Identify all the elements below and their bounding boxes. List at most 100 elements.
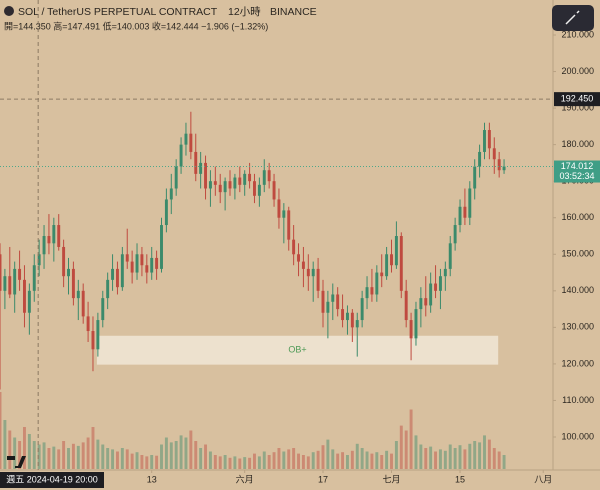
y-tick-label: 130.000 [561, 322, 594, 332]
candle-body [267, 170, 271, 182]
volume-bar [316, 450, 320, 469]
candle-body [174, 166, 178, 189]
volume-bar [204, 444, 208, 469]
countdown-label: 03:52:34 [559, 171, 594, 181]
tradingview-logo [7, 456, 26, 468]
candle-body [32, 265, 36, 291]
candle-body [67, 268, 70, 277]
candle-body [282, 210, 286, 218]
candle-body [253, 181, 256, 196]
interval: 12小時 [228, 6, 261, 18]
candle-body [458, 206, 462, 226]
volume-bar [429, 446, 433, 469]
crosshair-y-label: 192.450 [561, 94, 594, 104]
candle-body [179, 144, 183, 167]
volume-bar [375, 452, 379, 469]
volume-bar [199, 448, 203, 469]
candle-body [306, 268, 310, 277]
candle-body [169, 188, 173, 200]
candle-body [0, 254, 2, 291]
volume-bar [370, 453, 374, 469]
volume-bar [424, 448, 428, 469]
volume-bar [277, 448, 281, 469]
last-price-tag [554, 160, 600, 183]
candle-body [86, 316, 90, 332]
volume-bar [169, 442, 173, 469]
candle-body [115, 268, 119, 288]
candle-body [331, 294, 335, 302]
volume-bar [350, 450, 354, 469]
volume-bar [253, 453, 256, 469]
candle-body [71, 268, 75, 299]
candle-body [160, 225, 163, 269]
candle-body [321, 290, 325, 313]
volume-bar [13, 437, 17, 469]
volume-bar [487, 439, 491, 469]
volume-bar [145, 456, 149, 469]
volume-bar [468, 443, 472, 469]
candle-body [106, 279, 110, 299]
volume-bar [272, 452, 276, 469]
candle-body [238, 177, 242, 185]
candle-body [248, 173, 252, 182]
volume-bar [52, 446, 56, 469]
volume-bar [301, 455, 305, 469]
volume-bar [394, 441, 398, 469]
candle-body [483, 130, 486, 152]
candle-body [42, 236, 46, 255]
candle-body [52, 225, 56, 244]
volume-bar [282, 451, 286, 469]
volume-bar [130, 453, 134, 469]
volume-bar [365, 451, 369, 469]
x-tick-label: 17 [318, 474, 328, 484]
candle-body [292, 239, 296, 255]
volume-bar [218, 456, 222, 469]
volume-bar [67, 448, 70, 469]
candle-body [419, 298, 423, 310]
volume-bar [326, 439, 330, 469]
candle-body [91, 331, 95, 350]
volume-bar [331, 449, 335, 469]
volume-bar [448, 444, 452, 469]
candle-body [394, 236, 398, 266]
candle-body [434, 283, 438, 291]
candle-body [18, 268, 22, 280]
volume-bar [223, 455, 227, 469]
volume-bar [492, 448, 496, 469]
x-tick-label: 七月 [382, 474, 400, 484]
crosshair-x-tag [0, 472, 104, 488]
candle-body [424, 298, 428, 306]
candle-body [429, 283, 433, 306]
volume-bar [360, 448, 364, 469]
candle-body [336, 294, 340, 310]
candle-body [243, 173, 247, 185]
volume-bar [37, 444, 41, 469]
candle-body [164, 199, 168, 226]
volume-bar [135, 452, 139, 469]
candle-body [301, 261, 305, 269]
chart-title: SOL / TetherUS PERPETUAL CONTRACT [18, 6, 218, 18]
candle-body [199, 162, 203, 174]
volume-bar [297, 453, 300, 469]
volume-bar [0, 392, 2, 469]
volume-bar [267, 455, 271, 469]
volume-bar [42, 442, 46, 469]
candle-body [385, 254, 389, 277]
volume-bar [311, 452, 315, 469]
volume-bar [458, 445, 462, 469]
y-tick-label: 180.000 [561, 139, 594, 149]
candle-body [453, 225, 457, 244]
volume-bar [453, 448, 457, 469]
volume-bar [3, 420, 7, 469]
volume-bar [438, 449, 442, 469]
y-tick-label: 150.000 [561, 249, 594, 259]
plot-area: OB+ [0, 111, 506, 469]
volume-bar [155, 455, 159, 469]
tool-icon [565, 10, 580, 25]
volume-bar [404, 430, 408, 469]
candle-body [257, 184, 261, 196]
volume-bar [483, 435, 486, 469]
candle-body [438, 276, 442, 291]
